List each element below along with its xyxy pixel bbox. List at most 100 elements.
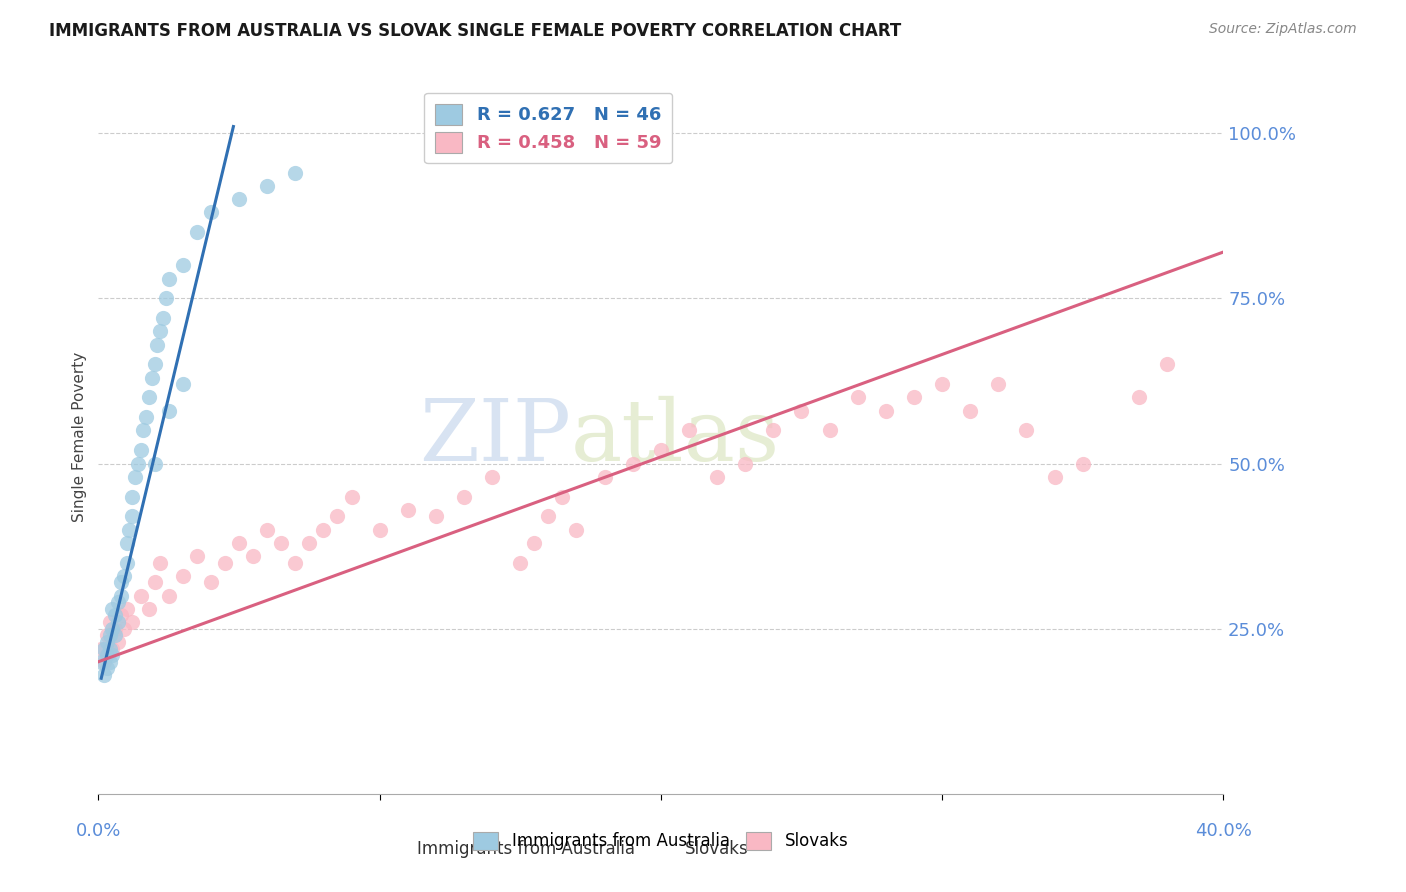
Point [110,575,132,590]
Point [396,502,419,516]
Point [149,556,172,570]
Point [157,403,180,417]
Point [312,523,335,537]
Point [256,523,278,537]
Point [90,641,112,656]
Point [340,490,363,504]
Point [650,443,672,458]
Point [104,628,127,642]
Point [706,469,728,483]
Point [93,655,115,669]
Point [115,556,138,570]
Point [138,391,160,405]
Point [931,377,953,392]
Point [200,575,222,590]
Point [152,311,174,326]
Point [200,205,222,219]
Point [135,410,157,425]
Point [121,615,143,629]
Text: 40.0%: 40.0% [1195,822,1251,840]
Point [93,641,115,656]
Point [138,602,160,616]
Point [1071,457,1094,471]
Point [143,575,166,590]
Point [132,424,155,438]
Point [172,258,194,272]
Point [228,192,250,206]
Point [157,271,180,285]
Point [425,509,447,524]
Point [762,424,785,438]
Point [96,661,118,675]
Point [678,424,700,438]
Point [101,622,124,636]
Point [326,509,349,524]
Point [256,179,278,194]
Point [127,457,149,471]
Text: IMMIGRANTS FROM AUSTRALIA VS SLOVAK SINGLE FEMALE POVERTY CORRELATION CHART: IMMIGRANTS FROM AUSTRALIA VS SLOVAK SING… [49,22,901,40]
Point [523,536,546,550]
Point [481,469,503,483]
Point [98,615,121,629]
Point [987,377,1010,392]
Text: Source: ZipAtlas.com: Source: ZipAtlas.com [1209,22,1357,37]
Point [186,225,208,239]
Point [96,628,118,642]
Point [157,589,180,603]
Point [1043,469,1066,483]
Text: Immigrants from Australia: Immigrants from Australia [416,840,636,858]
Legend: R = 0.627   N = 46, R = 0.458   N = 59: R = 0.627 N = 46, R = 0.458 N = 59 [425,93,672,163]
Y-axis label: Single Female Poverty: Single Female Poverty [72,352,87,522]
Point [115,602,138,616]
Point [790,403,813,417]
Text: ZIP: ZIP [419,395,571,479]
Point [107,635,129,649]
Point [537,509,560,524]
Point [107,595,129,609]
Point [565,523,588,537]
Point [368,523,391,537]
Point [129,589,152,603]
Point [146,337,169,351]
Point [121,490,143,504]
Point [214,556,236,570]
Text: 0.0%: 0.0% [76,822,121,840]
Point [172,569,194,583]
Text: Slovaks: Slovaks [685,840,749,858]
Point [112,622,135,636]
Point [453,490,475,504]
Point [141,370,163,384]
Point [101,641,124,656]
Point [959,403,981,417]
Point [270,536,292,550]
Point [110,589,132,603]
Point [551,490,574,504]
Point [846,391,869,405]
Point [734,457,756,471]
Point [149,324,172,338]
Point [104,608,127,623]
Point [115,536,138,550]
Point [242,549,264,563]
Point [107,615,129,629]
Point [509,556,531,570]
Text: atlas: atlas [571,395,780,479]
Point [101,648,124,662]
Point [1015,424,1038,438]
Point [104,622,127,636]
Point [155,291,177,305]
Point [818,424,841,438]
Point [1128,391,1150,405]
Point [121,509,143,524]
Point [284,556,307,570]
Point [593,469,616,483]
Point [129,443,152,458]
Point [284,166,307,180]
Point [143,358,166,372]
Point [186,549,208,563]
Point [96,648,118,662]
Point [98,641,121,656]
Point [228,536,250,550]
Point [143,457,166,471]
Point [90,655,112,669]
